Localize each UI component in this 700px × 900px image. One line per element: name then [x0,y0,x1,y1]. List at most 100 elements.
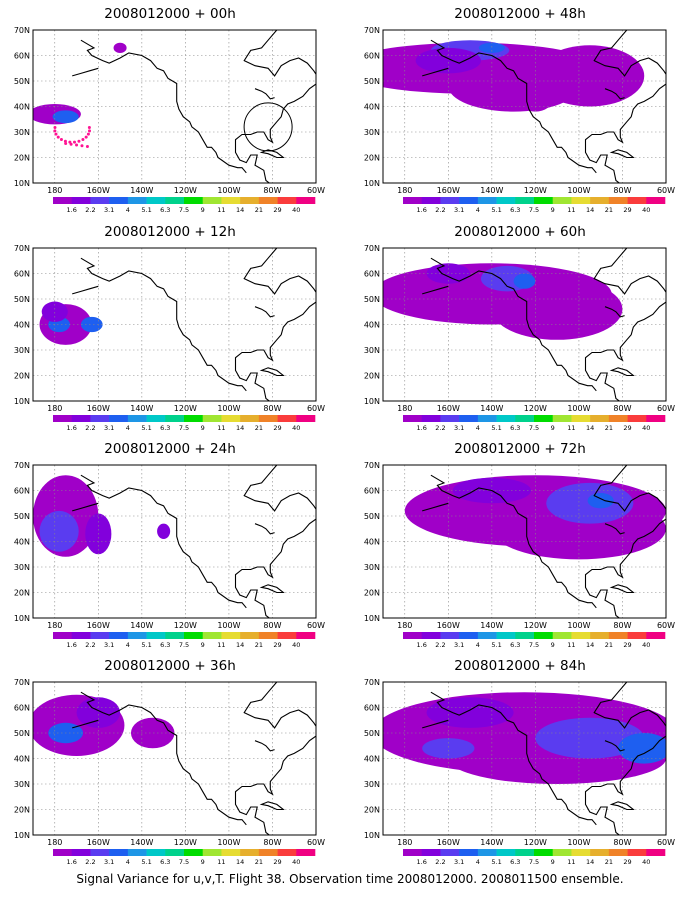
colorbar-swatch [627,415,647,422]
colorbar-label: 6.3 [510,206,520,214]
colorbar-swatch [590,197,610,204]
lat-label: 10N [14,397,30,406]
coastline [72,502,99,512]
map-frame [382,464,667,619]
colorbar-label: 40 [292,424,300,432]
colorbar: 1.6 2.2 3.1 4 5.1 6.3 7.5 9 11 14 21 29 40 [53,415,316,432]
colorbar: 1.6 2.2 3.1 4 5.1 6.3 7.5 9 11 14 21 29 40 [403,415,666,432]
flight-track-point [69,142,73,146]
panel-title: 2008012000 + 12h [104,224,236,240]
lon-label: 80W [263,186,281,195]
coastline [72,67,99,77]
coastline [604,306,625,318]
lon-label: 180 [47,186,62,195]
lon-label: 120W [524,838,547,847]
lon-label: 180 [397,404,412,413]
colorbar-swatch [627,197,647,204]
lat-label: 50N [14,729,30,738]
coastline [254,740,275,752]
colorbar-swatch [403,197,423,204]
colorbar-label: 21 [605,206,613,214]
variance-contour [618,733,666,764]
colorbar-swatch [534,849,554,856]
coastline [430,257,597,392]
colorbar-label: 2.2 [435,206,445,214]
lon-label: 140W [130,404,153,413]
lon-label: 80W [613,621,631,630]
colorbar-label: 5.1 [491,424,501,432]
colorbar-label: 3.1 [454,424,464,432]
variance-contour [535,717,645,759]
panel-title: 2008012000 + 84h [454,658,586,674]
colorbar-swatch [90,415,110,422]
colorbar-swatch [515,415,535,422]
lat-label: 20N [364,589,380,598]
lon-label: 60W [657,838,675,847]
colorbar-swatch [477,632,497,639]
coastline [234,465,316,618]
colorbar-swatch [258,415,278,422]
map-panel: 2008012000 + 84h 70N 60N 50N 40N 30N 20N 10N 180… [350,658,690,873]
colorbar-swatch [534,632,554,639]
coastline [422,502,449,512]
colorbar-swatch [90,849,110,856]
lat-label: 10N [14,179,30,188]
coastline [422,719,449,729]
lat-label: 70N [364,461,380,470]
lon-label: 60W [657,404,675,413]
colorbar-label: 29 [273,424,281,432]
colorbar-swatch [90,197,110,204]
lat-label: 40N [14,103,30,112]
colorbar-label: 9 [201,206,205,214]
colorbar-swatch [534,197,554,204]
colorbar-label: 3.1 [454,858,464,866]
colorbar-label: 3.1 [454,206,464,214]
lon-label: 60W [307,621,325,630]
colorbar-swatch [53,415,73,422]
colorbar-label: 29 [623,641,631,649]
colorbar-label: 7.5 [179,641,189,649]
variance-contour [426,697,514,728]
colorbar-swatch [146,415,166,422]
colorbar-swatch [496,849,516,856]
colorbar-label: 1.6 [417,206,427,214]
coastline [422,285,449,295]
colorbar-label: 1.6 [67,858,77,866]
colorbar-label: 9 [551,424,555,432]
coastline [604,740,625,752]
colorbar-swatch [421,415,441,422]
colorbar-label: 2.2 [85,858,95,866]
colorbar-swatch [440,632,460,639]
coastline [80,474,247,609]
colorbar-swatch [552,849,572,856]
coastline [609,367,635,377]
lat-label: 50N [14,295,30,304]
coastline [584,30,666,183]
coastline [234,248,316,401]
colorbar-label: 4 [476,424,480,432]
variance-contour [41,301,68,322]
lat-label: 70N [14,678,30,687]
coastline [422,67,449,77]
colorbar-label: 11 [567,641,575,649]
lat-label: 60N [364,52,380,61]
colorbar-swatch [496,415,516,422]
colorbar-label: 1.6 [67,206,77,214]
panel-title: 2008012000 + 48h [454,6,586,22]
lat-label: 60N [14,270,30,279]
lon-label: 80W [263,838,281,847]
lat-label: 10N [14,614,30,623]
coastline [254,306,275,318]
colorbar-swatch [608,849,628,856]
colorbar-label: 5.1 [491,641,501,649]
colorbar-swatch [459,632,479,639]
colorbar-label: 11 [567,206,575,214]
colorbar-label: 7.5 [179,424,189,432]
lon-label: 100W [567,838,590,847]
colorbar-label: 7.5 [179,858,189,866]
variance-map: 70N 60N 50N 40N 30N 20N 10N 180 160W 140W 120W 100W… [364,678,675,866]
coastline [72,719,99,729]
lat-label: 10N [364,179,380,188]
colorbar: 1.6 2.2 3.1 4 5.1 6.3 7.5 9 11 14 21 29 40 [53,849,316,866]
colorbar-swatch [53,197,73,204]
